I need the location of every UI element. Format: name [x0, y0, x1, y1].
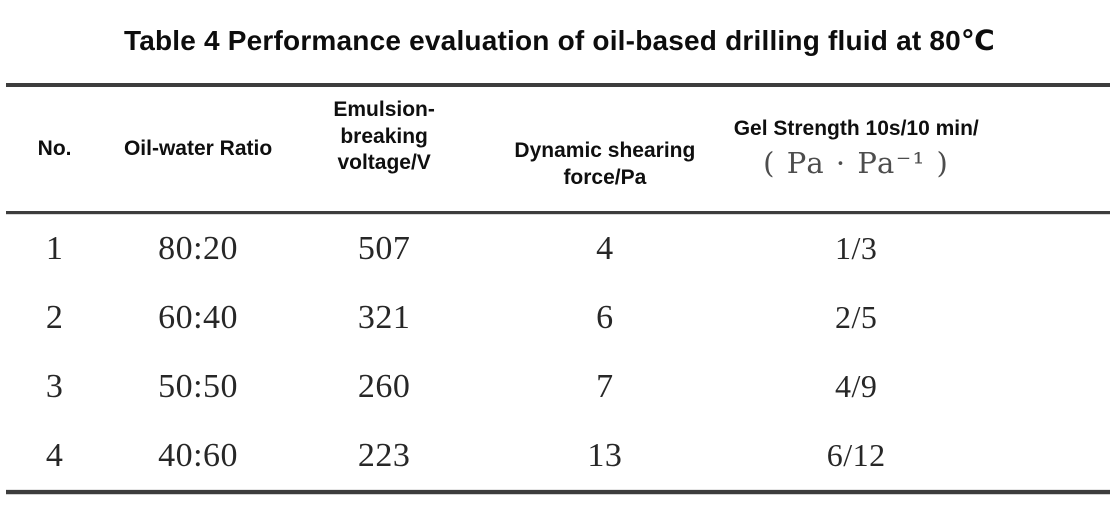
header-body-divider	[6, 211, 1110, 214]
table-cell-voltage: 507	[357, 229, 411, 267]
table-cell-ratio: 60:40	[158, 298, 239, 336]
header-cell-emulsion-breaking-voltage: Emulsion-breaking voltage/V	[293, 97, 497, 178]
table-cell-ratio: 40:60	[158, 436, 239, 474]
table-cell-gel: 1/3	[835, 230, 878, 266]
table-cell-voltage: 321	[357, 298, 411, 336]
table-cell-ratio: 50:50	[158, 367, 239, 405]
header-cell-gel-strength: Gel Strength 10s/10 min/ ( Pa · Pa⁻¹ )	[713, 116, 1110, 182]
table-cell-voltage: 223	[357, 436, 411, 474]
performance-table: No. Oil-water Ratio Emulsion-breaking vo…	[6, 83, 1110, 494]
header-line: force/Pa	[563, 166, 647, 189]
header-cell-no: No.	[6, 136, 103, 163]
gel-strength-unit: ( Pa · Pa⁻¹ )	[763, 145, 950, 180]
table-cell-no: 2	[45, 298, 64, 336]
table-row: 2 60:40 321 6 2/5	[6, 283, 1110, 352]
table-cell-no: 3	[45, 367, 64, 405]
table-cell-gel: 6/12	[826, 437, 886, 473]
table-title: Table 4 Performance evaluation of oil-ba…	[123, 25, 995, 56]
table-row: 1 80:20 507 4 1/3	[6, 214, 1110, 283]
table-cell-ratio: 80:20	[158, 229, 239, 267]
table-cell-voltage: 260	[357, 367, 411, 405]
table-cell-force: 4	[596, 229, 614, 267]
header-line: Gel Strength 10s/10 min/	[733, 117, 979, 140]
table-cell-force: 13	[587, 436, 623, 474]
header-line: Emulsion-breaking	[333, 97, 435, 148]
table-cell-no: 1	[45, 229, 64, 267]
header-line: Dynamic shearing	[514, 139, 696, 163]
table-body: 1 80:20 507 4 1/3 2 60:40 321 6 2/5 3 50…	[6, 214, 1110, 490]
table-header-row: No. Oil-water Ratio Emulsion-breaking vo…	[6, 87, 1110, 211]
table-cell-gel: 4/9	[835, 368, 878, 404]
header-line: Oil-water Ratio	[123, 136, 273, 160]
table-cell-gel: 2/5	[835, 299, 878, 335]
header-cell-dynamic-shearing-force: Dynamic shearing force/Pa	[497, 138, 712, 192]
table-cell-no: 4	[45, 436, 64, 474]
table-cell-force: 7	[596, 367, 614, 405]
header-line: No.	[37, 136, 72, 160]
header-line: voltage/V	[337, 151, 431, 175]
table-row: 3 50:50 260 7 4/9	[6, 352, 1110, 421]
table-cell-force: 6	[596, 298, 614, 336]
table-row: 4 40:60 223 13 6/12	[6, 421, 1110, 490]
header-cell-oil-water-ratio: Oil-water Ratio	[103, 136, 293, 163]
